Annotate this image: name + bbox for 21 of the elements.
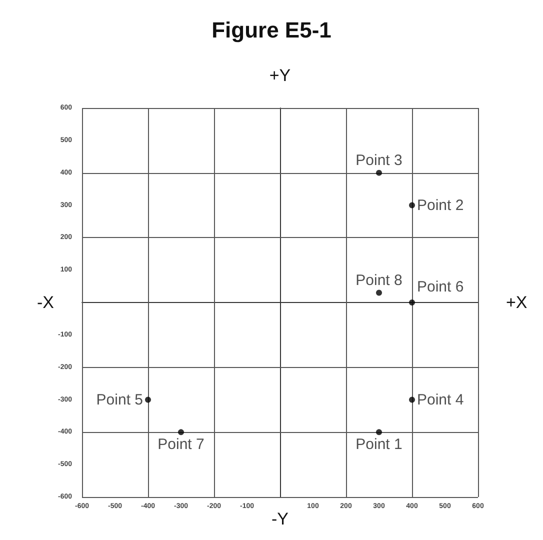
x-axis-title: +X [506, 293, 528, 312]
y-axis-title: +Y [269, 66, 291, 85]
text: -Y [272, 510, 288, 528]
point [409, 396, 415, 403]
data-label: Point 7 [158, 436, 204, 454]
point [376, 170, 382, 176]
chart-title: Figure E5-1 [212, 18, 332, 42]
point [376, 429, 382, 436]
data-label: Point 1 [356, 436, 402, 454]
point [178, 429, 184, 436]
point [409, 300, 415, 306]
point [145, 396, 151, 403]
text: -X [37, 293, 54, 312]
data-label: Point 5 [96, 391, 143, 408]
data-label: Point 2 [417, 196, 464, 214]
point [409, 202, 415, 208]
data-label: Point 4 [417, 391, 464, 408]
data-label: Point 8 [356, 272, 402, 289]
data-label: Point 3 [356, 152, 402, 169]
point [376, 290, 382, 296]
data-label: Point 6 [417, 278, 464, 296]
